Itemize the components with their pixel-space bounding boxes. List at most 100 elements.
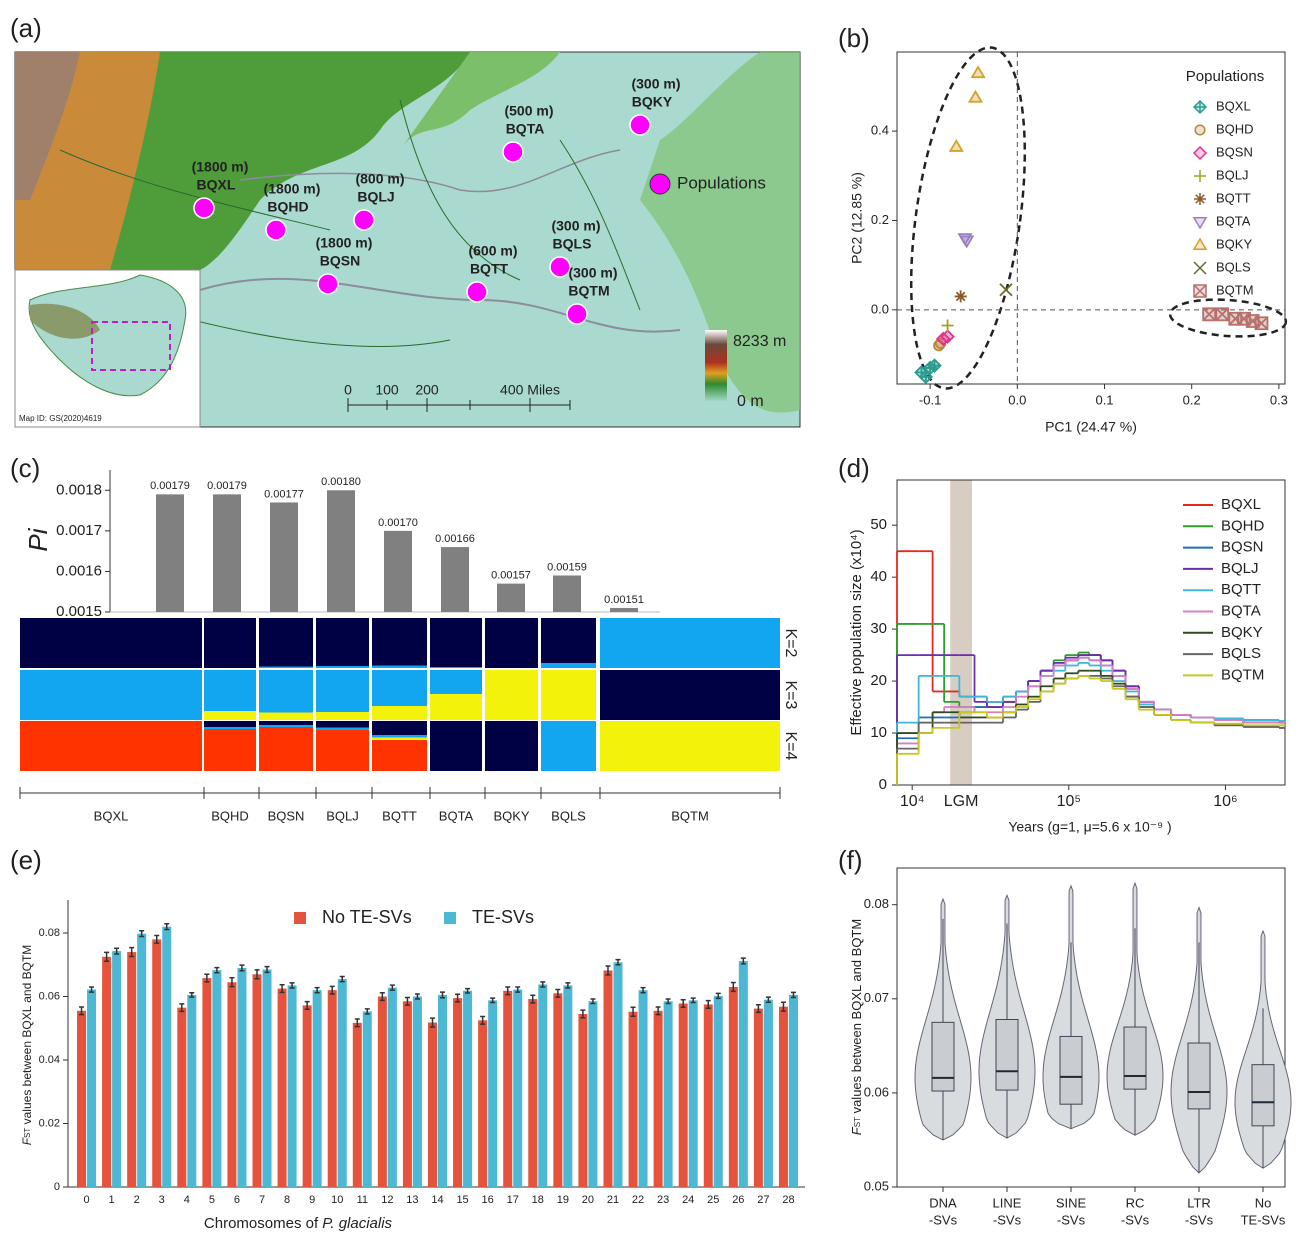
legend-title: Populations: [1186, 68, 1264, 85]
cluster-ellipse: [893, 40, 1044, 395]
population-label: BQLS: [551, 808, 586, 823]
panel-label: (b): [838, 23, 870, 53]
population-marker: [503, 142, 523, 162]
bar: [278, 989, 287, 1187]
ancestry-segment: [372, 735, 427, 738]
x-axis-label: PC1 (24.47 %): [1045, 419, 1137, 435]
population-name: BQTM: [568, 283, 609, 299]
k-label: K=2: [782, 629, 799, 658]
ancestry-segment: [485, 721, 538, 771]
x-tick-label: 6: [234, 1194, 240, 1206]
ancestry-segment: [259, 727, 313, 771]
x-tick-label: 17: [507, 1194, 519, 1206]
y-tick-label: 50: [870, 516, 887, 533]
box: [932, 1022, 954, 1091]
y-tick-label: 0.0017: [56, 522, 102, 539]
x-tick-label: 26: [732, 1194, 744, 1206]
legend-label: BQHD: [1221, 517, 1265, 534]
population-marker: [630, 115, 650, 135]
y-tick-label: 0.04: [39, 1054, 60, 1066]
population-marker: [354, 210, 374, 230]
x-tick-label: 8: [284, 1194, 290, 1206]
bar: [714, 996, 723, 1187]
ancestry-segment: [485, 670, 538, 720]
x-tick-label: 13: [406, 1194, 418, 1206]
legend-marker: [1194, 285, 1206, 297]
population-name: BQTA: [506, 121, 545, 137]
legend-label: BQLS: [1216, 259, 1251, 274]
x-tick-label: 22: [632, 1194, 644, 1206]
x-tick-label: 10: [331, 1194, 343, 1206]
k-label: K=4: [782, 732, 799, 761]
bar: [152, 939, 161, 1187]
legend-label: BQSN: [1221, 539, 1264, 556]
population-name: BQLS: [553, 236, 592, 252]
value-label: 0.00177: [264, 488, 304, 500]
bar: [338, 979, 347, 1187]
population-marker: [194, 198, 214, 218]
population-label: BQKY: [493, 808, 529, 823]
ancestry-segment: [316, 730, 369, 771]
ancestry-segment: [372, 670, 427, 706]
y-tick-label: 0.4: [871, 123, 889, 138]
x-tick-label: 9: [309, 1194, 315, 1206]
value-label: 0.00180: [321, 476, 361, 488]
panel-label: (d): [838, 453, 870, 483]
bar: [578, 1014, 587, 1187]
ancestry-segment: [204, 711, 256, 720]
ancestry-segment: [204, 729, 256, 771]
ancestry-segment: [259, 667, 313, 669]
ancestry-segment: [259, 725, 313, 727]
bar: [478, 1020, 487, 1187]
ancestry-segment: [316, 728, 369, 731]
bar: [563, 985, 572, 1187]
x-tick-label: 10⁴: [900, 793, 925, 810]
population-label: BQSN: [268, 808, 305, 823]
x-tick-label: RC: [1126, 1195, 1145, 1210]
bar: [613, 962, 622, 1187]
bar: [353, 1023, 362, 1187]
ancestry-segment: [204, 618, 256, 668]
bar: [328, 990, 337, 1187]
bar: [303, 1005, 312, 1187]
legend-label: BQXL: [1216, 98, 1251, 113]
ancestry-segment: [430, 721, 482, 771]
value-label: 0.00179: [150, 480, 190, 492]
ancestry-segment: [316, 670, 369, 712]
x-tick-label: 0: [83, 1194, 89, 1206]
legend-marker: [1194, 239, 1206, 249]
x-tick-label: DNA: [929, 1195, 957, 1210]
ancestry-segment: [600, 618, 780, 668]
elevation-label: 0 m: [737, 393, 764, 410]
y-tick-label: 0.02: [39, 1117, 60, 1129]
elevation-label: 8233 m: [733, 333, 786, 350]
population-marker: [266, 220, 286, 240]
population-marker: [318, 274, 338, 294]
box: [996, 1020, 1018, 1091]
point: [972, 67, 984, 77]
bar: [137, 934, 146, 1187]
population-label: BQHD: [211, 808, 249, 823]
x-tick-label: TE-SVs: [1241, 1212, 1286, 1227]
population-elevation: (1800 m): [316, 235, 373, 251]
ancestry-segment: [372, 740, 427, 771]
population-name: BQXL: [197, 177, 236, 193]
ancestry-segment: [259, 721, 313, 725]
lgm-band: [950, 480, 972, 785]
label-part: P. glacialis: [322, 1215, 392, 1232]
population-name: BQKY: [632, 94, 673, 110]
label-part: Chromosomes of: [204, 1215, 322, 1232]
figure: (a)(b)(c)(d)(e)(f)(1800 m)BQXL(1800 m)BQ…: [0, 0, 1300, 1233]
x-tick-label: 10⁵: [1057, 793, 1081, 810]
legend-marker: [1194, 170, 1206, 182]
bar: [77, 1011, 86, 1187]
legend-label: BQTM: [1221, 666, 1264, 683]
x-tick-label: 0.1: [1095, 392, 1113, 407]
y-tick-label: 0.06: [39, 990, 60, 1002]
y-tick-label: 10: [870, 724, 887, 741]
bar: [553, 575, 581, 612]
legend-label: BQTA: [1221, 602, 1261, 619]
bar: [553, 993, 562, 1187]
point: [942, 319, 954, 331]
ancestry-segment: [600, 670, 780, 720]
